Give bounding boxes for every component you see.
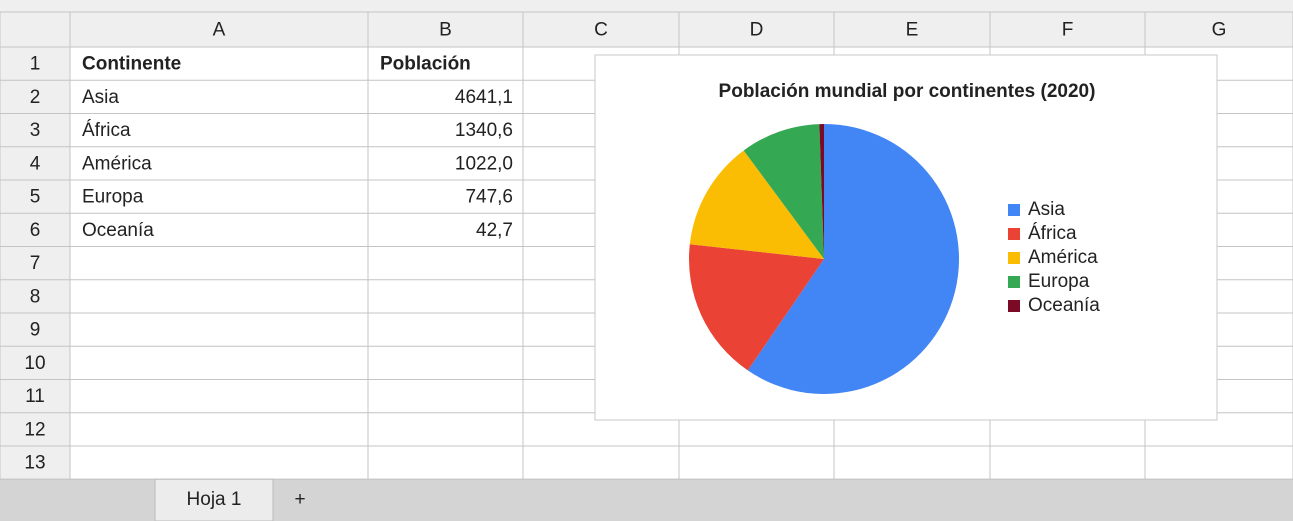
row-header[interactable]: 5: [30, 187, 41, 208]
column-header[interactable]: B: [439, 20, 452, 41]
header-cell[interactable]: Continente: [82, 54, 181, 75]
column-header[interactable]: C: [594, 20, 608, 41]
column-header[interactable]: G: [1212, 20, 1227, 41]
legend-swatch: [1008, 252, 1020, 264]
row-header[interactable]: 7: [30, 253, 41, 274]
cell[interactable]: 747,6: [465, 187, 513, 208]
row-header[interactable]: 8: [30, 286, 41, 307]
row-header[interactable]: 1: [30, 54, 41, 75]
column-header-bar: [0, 0, 1293, 47]
cell[interactable]: América: [82, 153, 152, 174]
column-header[interactable]: E: [906, 20, 919, 41]
legend-label: Europa: [1028, 271, 1090, 292]
header-cell[interactable]: Población: [380, 54, 471, 75]
sheet-tab-label[interactable]: Hoja 1: [187, 489, 242, 510]
row-header[interactable]: 3: [30, 120, 41, 141]
legend-swatch: [1008, 228, 1020, 240]
column-header[interactable]: A: [213, 20, 226, 41]
legend-label: América: [1028, 247, 1098, 268]
row-header[interactable]: 6: [30, 220, 41, 241]
legend-label: Oceanía: [1028, 295, 1100, 316]
legend-swatch: [1008, 204, 1020, 216]
add-sheet-button[interactable]: +: [294, 489, 305, 510]
cell[interactable]: África: [82, 120, 131, 141]
legend-label: Asia: [1028, 199, 1065, 220]
cell[interactable]: Asia: [82, 87, 119, 108]
row-header[interactable]: 10: [24, 353, 45, 374]
row-header[interactable]: 11: [25, 386, 45, 407]
sheet-tab[interactable]: [154, 478, 274, 521]
cell[interactable]: 1340,6: [455, 120, 513, 141]
cell[interactable]: 4641,1: [455, 87, 513, 108]
pie-slice: [689, 244, 824, 371]
cell[interactable]: Europa: [82, 187, 144, 208]
row-header[interactable]: 4: [30, 153, 41, 174]
column-header[interactable]: F: [1062, 20, 1074, 41]
row-header[interactable]: 2: [30, 87, 41, 108]
pie-slice: [819, 124, 824, 259]
pie-slice: [689, 150, 824, 259]
column-header[interactable]: D: [750, 20, 764, 41]
legend-swatch: [1008, 276, 1020, 288]
cell[interactable]: 42,7: [476, 220, 513, 241]
row-header[interactable]: 12: [24, 419, 45, 440]
legend-label: África: [1028, 223, 1077, 244]
legend-swatch: [1008, 300, 1020, 312]
cell[interactable]: 1022,0: [455, 153, 513, 174]
pie-slice: [743, 124, 824, 259]
row-header[interactable]: 9: [30, 320, 41, 341]
pie-slice: [747, 124, 960, 394]
chart-title: Población mundial por continentes (2020): [719, 81, 1096, 102]
row-header[interactable]: 13: [24, 453, 45, 474]
row-header-bar: [0, 47, 70, 480]
cell[interactable]: Oceanía: [82, 220, 154, 241]
